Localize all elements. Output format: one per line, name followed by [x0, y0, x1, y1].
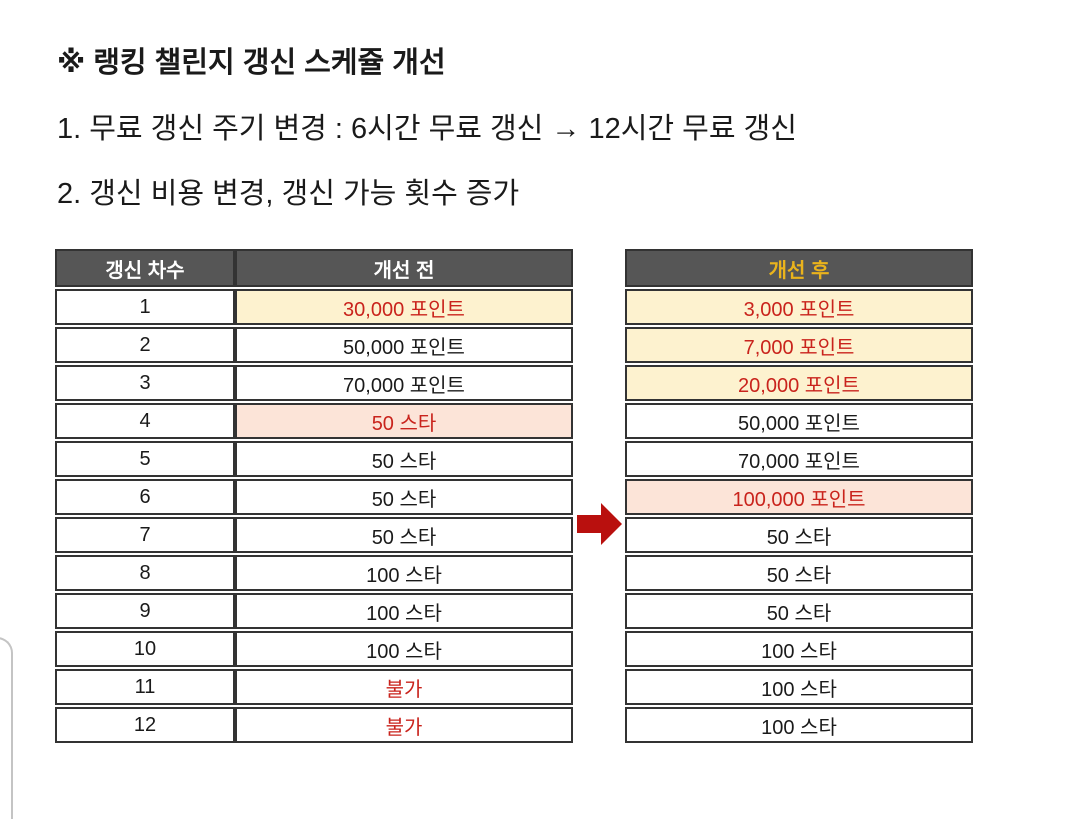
before-cost-cell: 50 스타	[235, 517, 573, 553]
after-table-row: 50 스타	[625, 555, 973, 591]
before-cost-cell: 50 스타	[235, 479, 573, 515]
after-table-row: 100 스타	[625, 669, 973, 705]
before-table-row: 2 50,000 포인트	[55, 327, 573, 363]
note-line-2: 2. 갱신 비용 변경, 갱신 가능 횟수 증가	[57, 178, 520, 210]
before-table-row: 6 50 스타	[55, 479, 573, 515]
before-cost-cell: 100 스타	[235, 631, 573, 667]
after-cost-cell: 3,000 포인트	[625, 289, 973, 325]
after-table-row: 100,000 포인트	[625, 479, 973, 515]
after-table-row: 50 스타	[625, 593, 973, 629]
before-table: 갱신 차수 개선 전 1 30,000 포인트 2 50,000 포인트 3 70,000…	[55, 247, 573, 745]
before-table-row: 7 50 스타	[55, 517, 573, 553]
after-table-row: 50 스타	[625, 517, 973, 553]
after-cost-cell: 7,000 포인트	[625, 327, 973, 363]
after-cost-cell: 100,000 포인트	[625, 479, 973, 515]
before-table-row: 4 50 스타	[55, 403, 573, 439]
round-cell: 6	[55, 479, 235, 515]
round-cell: 5	[55, 441, 235, 477]
after-table-row: 70,000 포인트	[625, 441, 973, 477]
after-table-row: 20,000 포인트	[625, 365, 973, 401]
round-cell: 1	[55, 289, 235, 325]
after-table-header-row: 개선 후	[625, 249, 973, 287]
before-cost-cell: 70,000 포인트	[235, 365, 573, 401]
after-table-row: 100 스타	[625, 631, 973, 667]
page-title: ※ 랭킹 챌린지 갱신 스케쥴 개선	[57, 47, 446, 79]
round-cell: 3	[55, 365, 235, 401]
round-cell: 4	[55, 403, 235, 439]
round-cell: 11	[55, 669, 235, 705]
rounded-corner-line	[0, 637, 13, 819]
after-cost-cell: 50,000 포인트	[625, 403, 973, 439]
header-after-improvement: 개선 후	[625, 249, 973, 287]
before-cost-cell: 100 스타	[235, 593, 573, 629]
round-cell: 12	[55, 707, 235, 743]
before-cost-cell: 50,000 포인트	[235, 327, 573, 363]
red-right-arrow-icon	[577, 502, 623, 546]
round-cell: 8	[55, 555, 235, 591]
after-cost-cell: 70,000 포인트	[625, 441, 973, 477]
before-table-header-row: 갱신 차수 개선 전	[55, 249, 573, 287]
round-cell: 7	[55, 517, 235, 553]
before-cost-cell: 100 스타	[235, 555, 573, 591]
before-table-row: 3 70,000 포인트	[55, 365, 573, 401]
header-before-improvement: 개선 전	[235, 249, 573, 287]
before-cost-cell: 50 스타	[235, 441, 573, 477]
after-table-row: 3,000 포인트	[625, 289, 973, 325]
before-cost-cell: 불가	[235, 707, 573, 743]
after-table: 개선 후 3,000 포인트 7,000 포인트 20,000 포인트 50,000 …	[625, 247, 973, 745]
round-cell: 10	[55, 631, 235, 667]
before-table-row: 8 100 스타	[55, 555, 573, 591]
before-table-row: 9 100 스타	[55, 593, 573, 629]
after-cost-cell: 50 스타	[625, 517, 973, 553]
after-table-row: 7,000 포인트	[625, 327, 973, 363]
after-cost-cell: 50 스타	[625, 555, 973, 591]
header-round-count: 갱신 차수	[55, 249, 235, 287]
before-cost-cell: 30,000 포인트	[235, 289, 573, 325]
before-table-row: 12 불가	[55, 707, 573, 743]
before-table-row: 10 100 스타	[55, 631, 573, 667]
after-cost-cell: 50 스타	[625, 593, 973, 629]
after-cost-cell: 100 스타	[625, 631, 973, 667]
before-cost-cell: 불가	[235, 669, 573, 705]
before-table-row: 1 30,000 포인트	[55, 289, 573, 325]
before-table-row: 11 불가	[55, 669, 573, 705]
after-cost-cell: 20,000 포인트	[625, 365, 973, 401]
round-cell: 9	[55, 593, 235, 629]
after-cost-cell: 100 스타	[625, 669, 973, 705]
after-table-row: 50,000 포인트	[625, 403, 973, 439]
note-line-1: 1. 무료 갱신 주기 변경 : 6시간 무료 갱신 → 12시간 무료 갱신	[57, 113, 797, 145]
round-cell: 2	[55, 327, 235, 363]
before-cost-cell: 50 스타	[235, 403, 573, 439]
after-cost-cell: 100 스타	[625, 707, 973, 743]
before-table-row: 5 50 스타	[55, 441, 573, 477]
after-table-row: 100 스타	[625, 707, 973, 743]
